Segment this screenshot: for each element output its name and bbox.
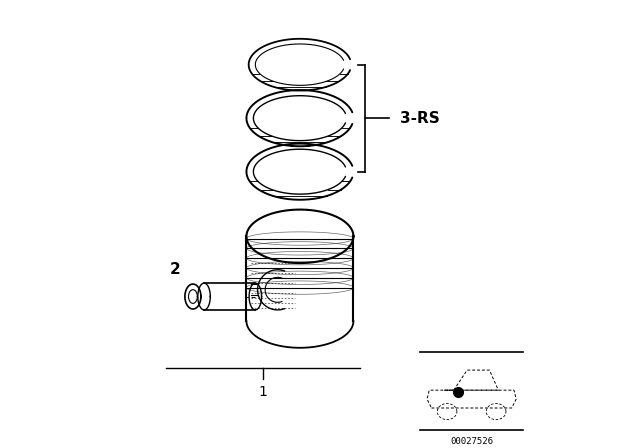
Text: 00027526: 00027526 bbox=[450, 437, 493, 446]
Text: 1: 1 bbox=[259, 385, 268, 399]
Text: 3-RS: 3-RS bbox=[400, 111, 440, 125]
Text: 2: 2 bbox=[170, 262, 180, 277]
